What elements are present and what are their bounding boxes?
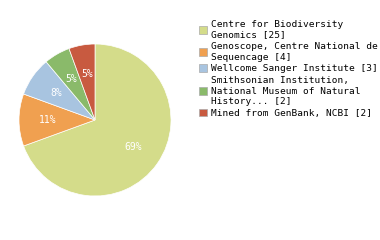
Wedge shape [46, 48, 95, 120]
Wedge shape [19, 94, 95, 146]
Legend: Centre for Biodiversity
Genomics [25], Genoscope, Centre National de
Sequencage : Centre for Biodiversity Genomics [25], G… [198, 20, 378, 118]
Text: 5%: 5% [81, 69, 93, 78]
Text: 5%: 5% [66, 74, 77, 84]
Text: 69%: 69% [125, 142, 142, 152]
Wedge shape [24, 62, 95, 120]
Wedge shape [69, 44, 95, 120]
Text: 11%: 11% [39, 115, 57, 125]
Wedge shape [24, 44, 171, 196]
Text: 8%: 8% [51, 88, 62, 98]
